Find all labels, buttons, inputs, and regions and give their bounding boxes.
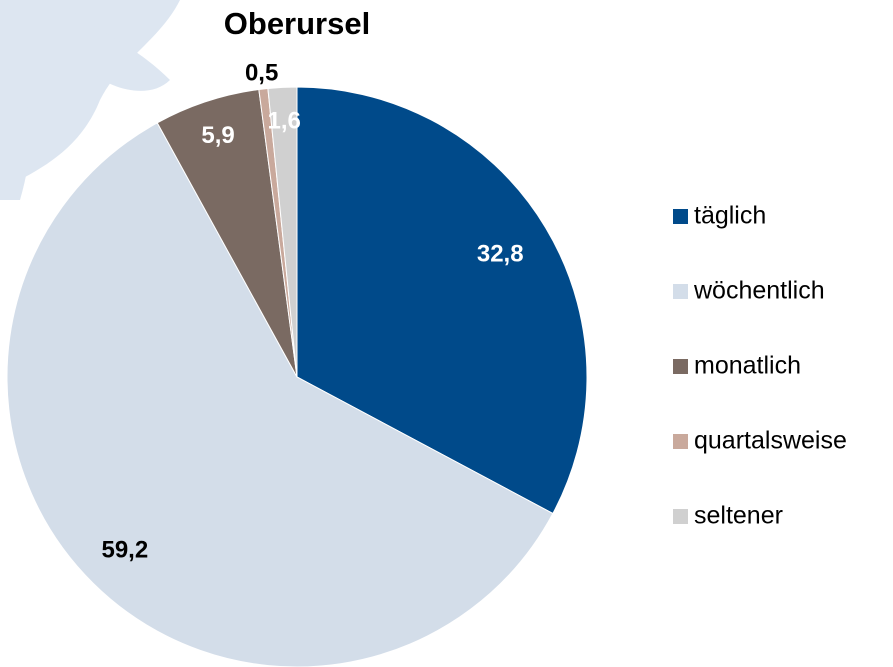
data-label: 0,5: [245, 59, 278, 86]
legend-swatch: [673, 359, 688, 374]
data-label: 1,6: [268, 108, 301, 135]
pie-slice: [267, 86, 298, 378]
data-label: 5,9: [201, 122, 234, 149]
data-label: 32,8: [477, 240, 524, 267]
legend: täglich wöchentlich monatlich quartalsweise…: [673, 202, 847, 530]
data-labels: 32,8 59,2 5,9 0,5 1,6: [101, 59, 523, 563]
legend-label: monatlich: [694, 352, 801, 380]
data-label: 59,2: [101, 537, 148, 564]
legend-swatch: [673, 284, 688, 299]
legend-label: quartalsweise: [694, 427, 847, 455]
legend-label: wöchentlich: [693, 277, 825, 305]
chart-title: Oberursel: [224, 6, 370, 41]
legend-swatch: [673, 209, 688, 224]
legend-swatch: [673, 509, 688, 524]
background-ornament: [0, 0, 180, 200]
pie-slice: [296, 86, 588, 515]
pie-slice: [6, 122, 554, 667]
legend-swatch: [673, 434, 688, 449]
legend-label: täglich: [694, 202, 766, 230]
legend-label: seltener: [694, 502, 783, 530]
pie: [6, 86, 588, 667]
